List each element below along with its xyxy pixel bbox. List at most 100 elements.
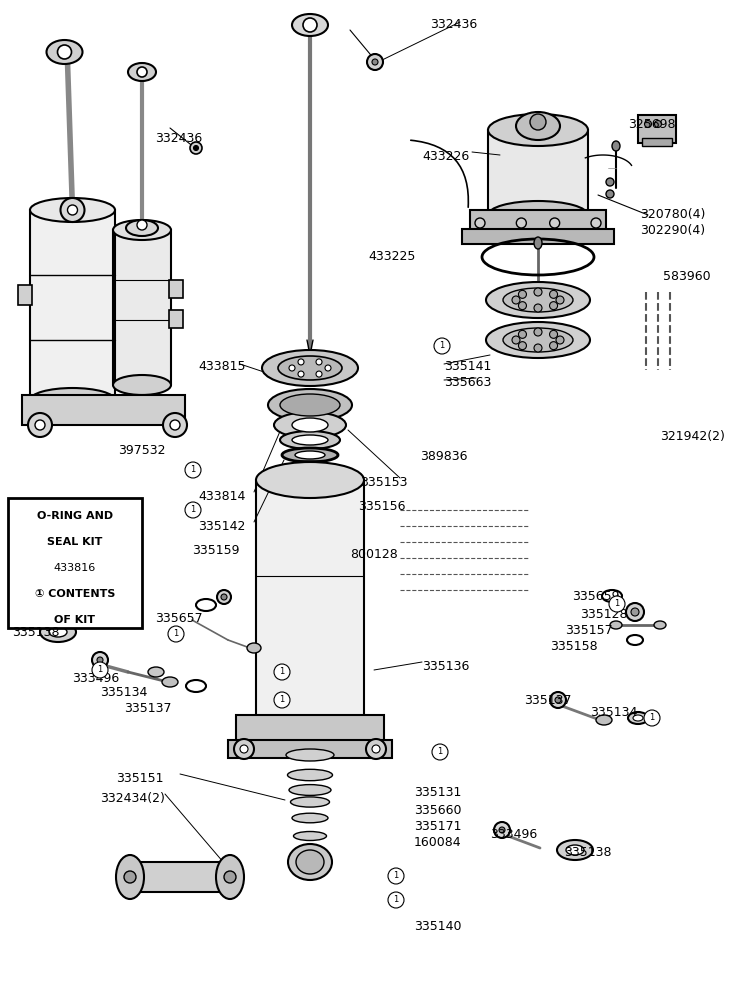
Text: 332436: 332436 [155, 132, 203, 145]
Text: 335657: 335657 [155, 612, 203, 625]
Text: 335153: 335153 [360, 476, 407, 489]
Circle shape [92, 652, 108, 668]
Bar [113, 230, 171, 385]
Text: 335141: 335141 [444, 360, 491, 373]
Text: 433226: 433226 [422, 150, 470, 163]
Circle shape [194, 145, 199, 150]
Circle shape [609, 596, 625, 612]
Text: 335156: 335156 [358, 500, 406, 513]
Text: 1: 1 [173, 630, 178, 638]
Circle shape [499, 827, 505, 833]
Circle shape [367, 54, 383, 70]
Text: 583960: 583960 [663, 270, 711, 283]
Circle shape [217, 590, 231, 604]
Ellipse shape [534, 237, 542, 249]
Ellipse shape [557, 840, 593, 860]
Ellipse shape [116, 855, 144, 899]
Ellipse shape [486, 322, 590, 358]
Text: 1: 1 [190, 505, 196, 514]
Ellipse shape [488, 114, 588, 146]
Text: ① CONTENTS: ① CONTENTS [34, 590, 116, 599]
Circle shape [224, 871, 236, 883]
Circle shape [28, 413, 52, 437]
Circle shape [185, 462, 201, 478]
Bar [169, 310, 183, 328]
Text: 335663: 335663 [444, 376, 491, 389]
Ellipse shape [610, 621, 622, 629]
Circle shape [35, 420, 45, 430]
Ellipse shape [628, 712, 648, 724]
Ellipse shape [296, 850, 324, 874]
Circle shape [555, 697, 561, 703]
Ellipse shape [292, 435, 328, 445]
Bar [22, 395, 185, 425]
Ellipse shape [30, 198, 115, 222]
Circle shape [512, 296, 520, 304]
Ellipse shape [49, 627, 67, 637]
Circle shape [185, 502, 201, 518]
Text: 302290(4): 302290(4) [640, 224, 705, 237]
Circle shape [92, 662, 108, 678]
Text: 1: 1 [393, 872, 399, 881]
Circle shape [372, 745, 380, 753]
Bar [169, 280, 183, 298]
Ellipse shape [612, 141, 620, 151]
Circle shape [655, 121, 662, 127]
Text: 1: 1 [440, 342, 445, 351]
Ellipse shape [113, 375, 171, 395]
Circle shape [168, 626, 184, 642]
Text: 1: 1 [98, 665, 103, 674]
Text: 335138: 335138 [12, 626, 59, 639]
Circle shape [170, 420, 180, 430]
Ellipse shape [293, 832, 326, 841]
Circle shape [494, 822, 510, 838]
Ellipse shape [486, 282, 590, 318]
Circle shape [550, 218, 560, 228]
Circle shape [68, 205, 77, 215]
Ellipse shape [503, 288, 573, 312]
Text: 333496: 333496 [490, 828, 537, 841]
Text: 335171: 335171 [414, 820, 461, 833]
Text: 335140: 335140 [414, 920, 461, 933]
Ellipse shape [295, 451, 325, 459]
Bar [236, 715, 384, 745]
Ellipse shape [126, 220, 158, 236]
Ellipse shape [292, 813, 328, 823]
Text: 335128: 335128 [580, 608, 628, 621]
Circle shape [550, 692, 566, 708]
Ellipse shape [654, 621, 666, 629]
Circle shape [274, 664, 290, 680]
Ellipse shape [292, 14, 328, 36]
Circle shape [316, 359, 322, 365]
Ellipse shape [278, 356, 342, 380]
Text: 335137: 335137 [524, 694, 572, 707]
Text: 335157: 335157 [565, 624, 613, 637]
Ellipse shape [516, 112, 560, 140]
Ellipse shape [488, 201, 588, 229]
Circle shape [124, 871, 136, 883]
Circle shape [234, 739, 254, 759]
Circle shape [298, 359, 304, 365]
Bar [256, 480, 364, 720]
Circle shape [534, 304, 542, 312]
Circle shape [550, 301, 557, 309]
Circle shape [298, 371, 304, 377]
Circle shape [518, 342, 526, 350]
Text: 800128: 800128 [350, 548, 398, 561]
Ellipse shape [290, 797, 329, 807]
Text: O-RING AND: O-RING AND [37, 511, 113, 521]
Text: 335142: 335142 [198, 520, 245, 533]
Circle shape [530, 114, 546, 130]
Circle shape [289, 365, 295, 371]
Ellipse shape [256, 462, 364, 498]
Text: 433816: 433816 [54, 563, 96, 574]
Text: SEAL KIT: SEAL KIT [47, 537, 103, 547]
Ellipse shape [633, 715, 643, 721]
Ellipse shape [280, 394, 340, 416]
Bar [30, 210, 115, 400]
Circle shape [556, 336, 564, 344]
Circle shape [274, 692, 290, 708]
Text: 389836: 389836 [420, 450, 467, 463]
Circle shape [163, 413, 187, 437]
Circle shape [534, 328, 542, 336]
